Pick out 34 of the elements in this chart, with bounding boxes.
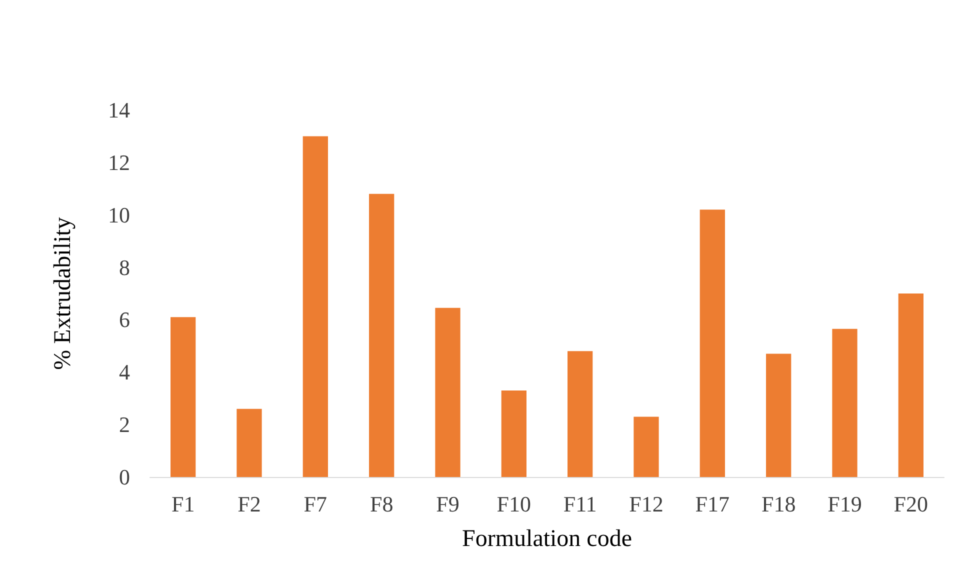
x-tick-label: F9 — [436, 492, 460, 516]
x-tick-label: F17 — [695, 492, 730, 516]
bar — [435, 308, 460, 477]
x-tick-label: F18 — [761, 492, 796, 516]
x-tick-label: F20 — [894, 492, 928, 516]
y-tick-label: 4 — [119, 360, 130, 385]
y-tick-label: 14 — [108, 98, 130, 122]
bar — [898, 294, 924, 477]
y-tick-label: 6 — [119, 307, 130, 332]
x-tick-label: F2 — [238, 492, 261, 516]
y-axis-title: % Extrudability — [50, 217, 76, 370]
x-tick-label: F19 — [828, 492, 862, 516]
bar — [369, 194, 394, 477]
bar — [634, 416, 659, 477]
bar — [302, 136, 328, 477]
bar — [501, 390, 526, 477]
x-tick-label: F12 — [629, 492, 664, 516]
y-tick-label: 2 — [119, 412, 130, 438]
bar — [700, 210, 725, 477]
x-tick-label: F8 — [370, 492, 394, 516]
y-tick-label: 10 — [108, 202, 130, 228]
bar — [170, 317, 196, 477]
bar — [236, 408, 262, 477]
x-tick-label: F7 — [304, 492, 328, 516]
y-tick-label: 12 — [108, 150, 130, 175]
y-tick-label: 8 — [119, 254, 130, 280]
y-tick-label: 0 — [119, 464, 130, 490]
x-axis-title: Formulation code — [462, 526, 632, 552]
x-tick-label: F11 — [563, 492, 597, 516]
x-tick-label: F10 — [496, 492, 532, 516]
bar — [568, 351, 593, 477]
bar — [832, 328, 858, 477]
bar — [766, 354, 792, 477]
x-tick-label: F1 — [171, 492, 195, 516]
